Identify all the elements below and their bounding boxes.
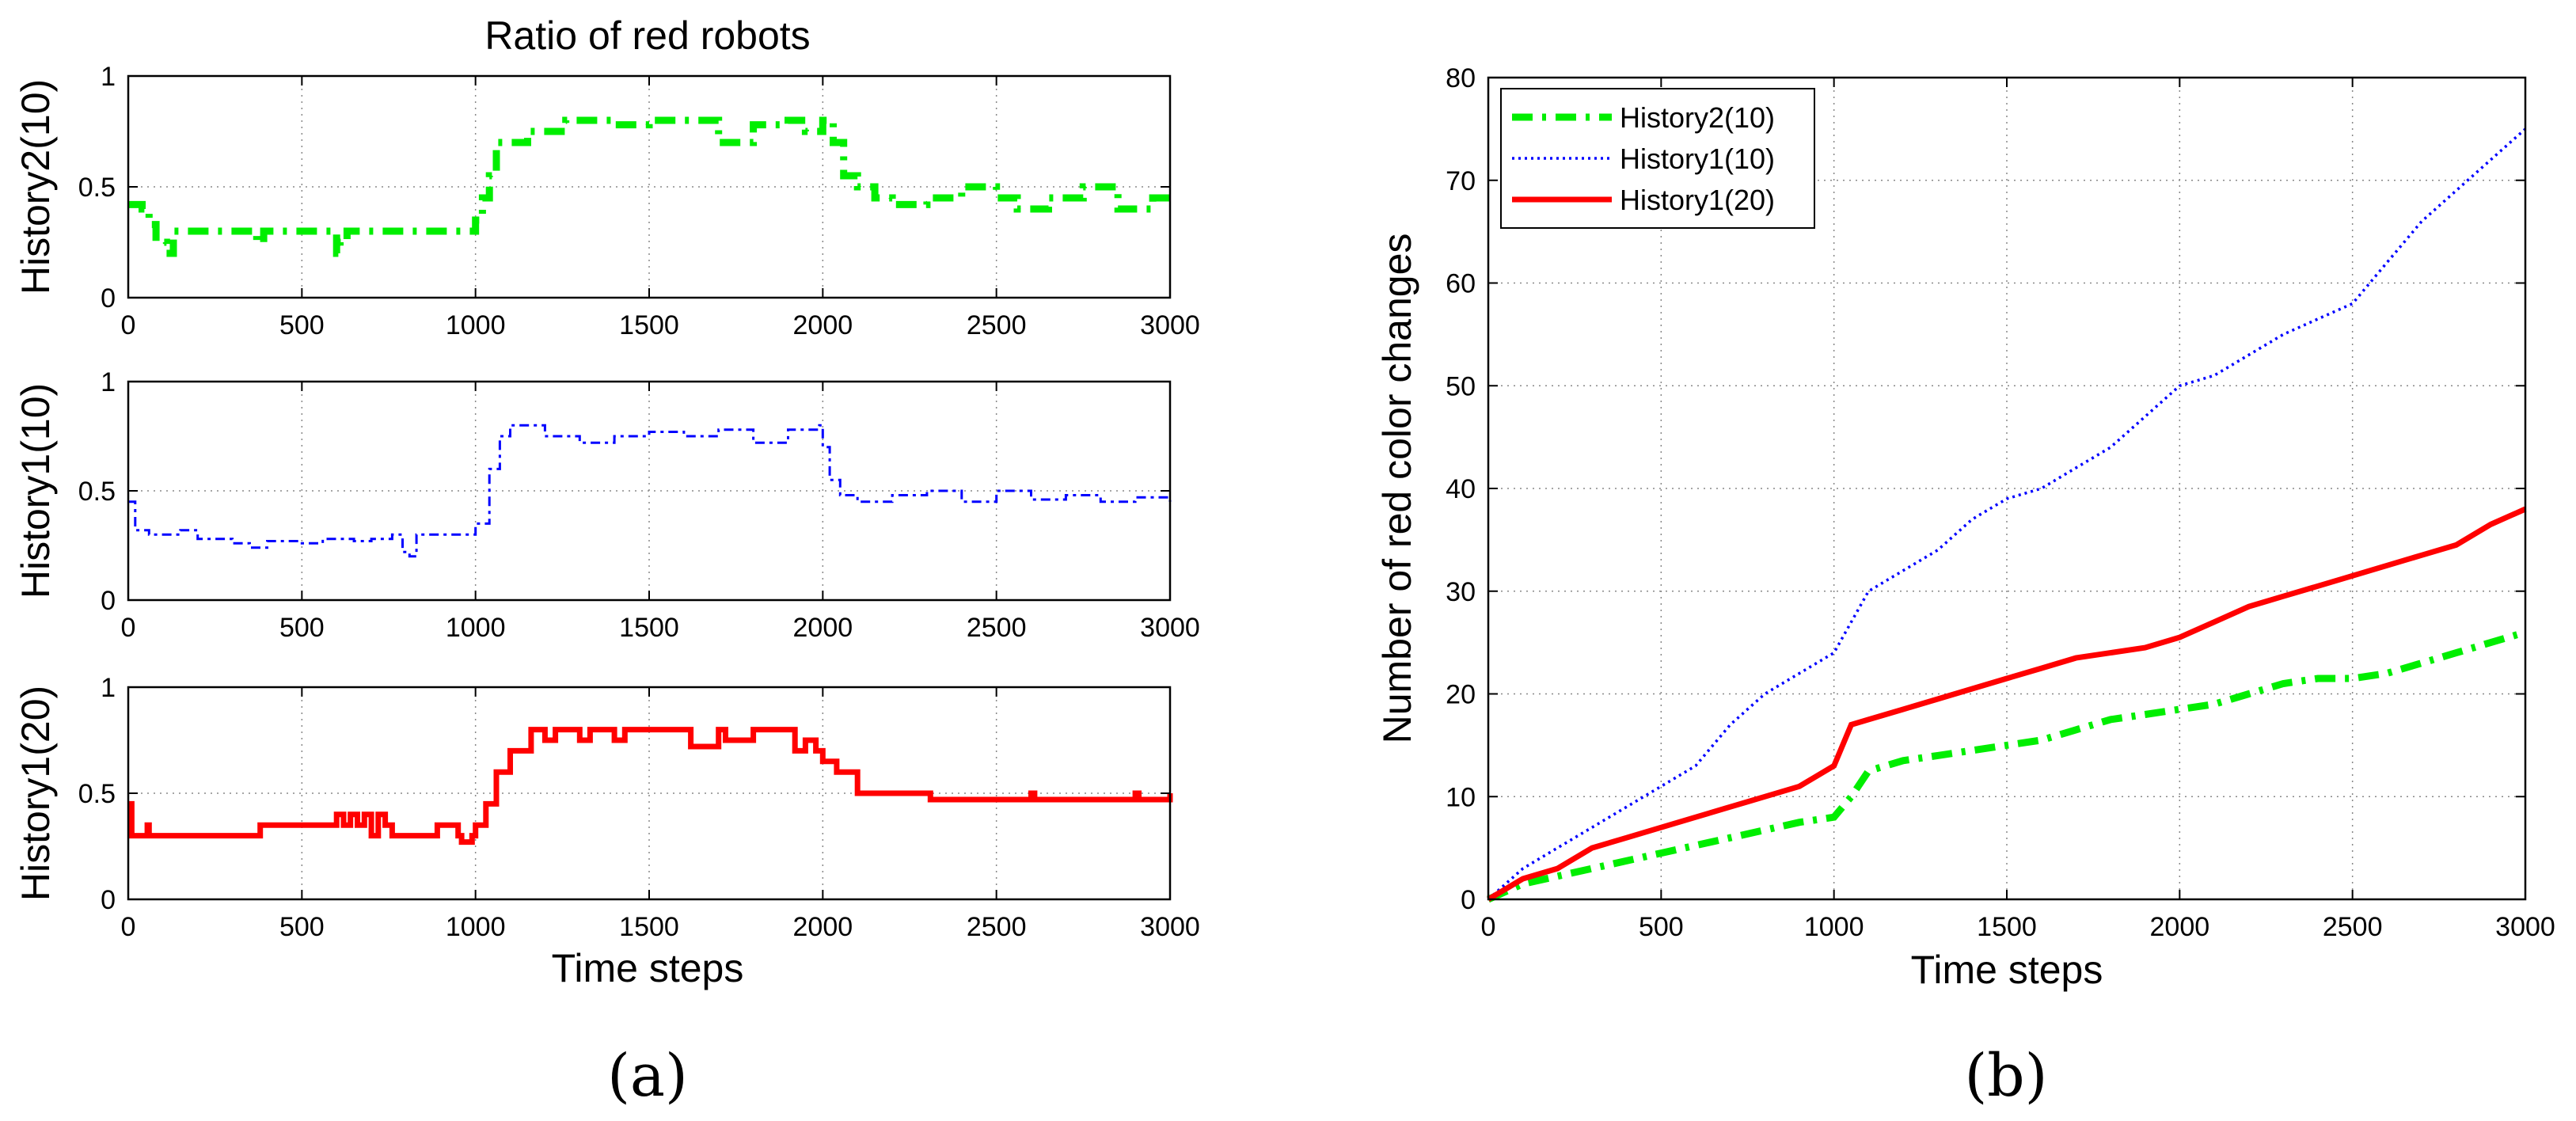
x-tick-label: 1500: [1977, 912, 2037, 942]
x-tick-label: 0: [1481, 912, 1496, 942]
legend-label-history1-20: History1(20): [1620, 184, 1775, 216]
y-tick-label: 40: [1446, 474, 1476, 504]
panel-a-label: (a): [607, 1042, 688, 1110]
x-tick-label: 3000: [2495, 912, 2555, 942]
x-tick-label: 3000: [1140, 613, 1200, 643]
y-tick-label: 20: [1446, 680, 1476, 710]
x-tick-label: 1500: [619, 912, 679, 942]
x-tick-label: 2000: [793, 310, 853, 340]
x-tick-label: 2000: [793, 912, 853, 942]
y-tick-label: 70: [1446, 166, 1476, 196]
x-tick-label: 2500: [2323, 912, 2383, 942]
y-axis-label: History2(10): [13, 79, 58, 294]
x-tick-label: 2000: [793, 613, 853, 643]
x-tick-label: 1500: [619, 613, 679, 643]
y-tick-label: 0: [101, 885, 116, 915]
y-tick-label: 60: [1446, 269, 1476, 299]
y-tick-label: 0.5: [78, 173, 116, 203]
x-axis-label: Time steps: [1911, 948, 2103, 992]
panel-b-label: (b): [1964, 1042, 2047, 1110]
y-tick-label: 10: [1446, 782, 1476, 812]
subplot-history1-20: 0 500 1000 1500 2000 2500 3000 0 0.5 1 History1(20…: [13, 673, 1200, 942]
x-tick-label: 1000: [446, 613, 506, 643]
x-tick-label: 500: [1639, 912, 1684, 942]
x-tick-label: 2000: [2150, 912, 2210, 942]
legend-label-history2-10: History2(10): [1620, 101, 1775, 134]
x-tick-label: 3000: [1140, 310, 1200, 340]
x-tick-label: 1000: [446, 310, 506, 340]
x-tick-label: 1000: [1804, 912, 1864, 942]
series-line-history2-10: [1487, 629, 2527, 903]
series-line-history1-10: [128, 424, 1172, 558]
x-tick-label: 2500: [967, 912, 1027, 942]
x-tick-label: 500: [279, 912, 325, 942]
y-tick-label: 30: [1446, 577, 1476, 607]
y-tick-label: 0.5: [78, 477, 116, 507]
x-tick-label: 1500: [619, 310, 679, 340]
x-tick-label: 0: [121, 613, 136, 643]
subplot-history2-10: 0 500 1000 1500 2000 2500 3000 0 0.5 1 History2(10…: [13, 62, 1200, 340]
y-axis-label: History1(10): [13, 383, 58, 598]
series-line-history1-20: [1487, 506, 2527, 902]
x-tick-label: 500: [279, 613, 325, 643]
x-tick-label: 500: [279, 310, 325, 340]
chart-red-color-changes: 0 500 1000 1500 2000 2500 3000 0 10 20 30 40 50 60 70 8…: [1375, 63, 2555, 992]
y-tick-label: 1: [101, 367, 116, 397]
panel-a-title: Ratio of red robots: [484, 13, 810, 58]
series-line-history1-20: [128, 727, 1173, 846]
y-tick-label: 0: [1461, 885, 1476, 915]
subplot-history1-10: 0 500 1000 1500 2000 2500 3000 0 0.5 1 History1(10…: [13, 367, 1200, 643]
y-tick-label: 0.5: [78, 779, 116, 809]
y-tick-label: 0: [101, 283, 116, 314]
y-tick-label: 1: [101, 673, 116, 703]
y-tick-label: 50: [1446, 371, 1476, 401]
x-tick-label: 0: [121, 310, 136, 340]
x-tick-label: 0: [121, 912, 136, 942]
legend: History2(10) History1(10) History1(20): [1500, 88, 1815, 229]
panel-a-xlabel: Time steps: [552, 946, 744, 990]
y-tick-label: 0: [101, 586, 116, 616]
y-tick-label: 80: [1446, 63, 1476, 93]
legend-box: [1500, 88, 1815, 229]
y-axis-label: Number of red color changes: [1375, 234, 1419, 744]
x-tick-label: 2500: [967, 613, 1027, 643]
legend-label-history1-10: History1(10): [1620, 142, 1775, 175]
x-tick-label: 3000: [1140, 912, 1200, 942]
y-axis-label: History1(20): [13, 686, 58, 901]
x-tick-label: 2500: [967, 310, 1027, 340]
y-tick-label: 1: [101, 62, 116, 92]
x-tick-label: 1000: [446, 912, 506, 942]
